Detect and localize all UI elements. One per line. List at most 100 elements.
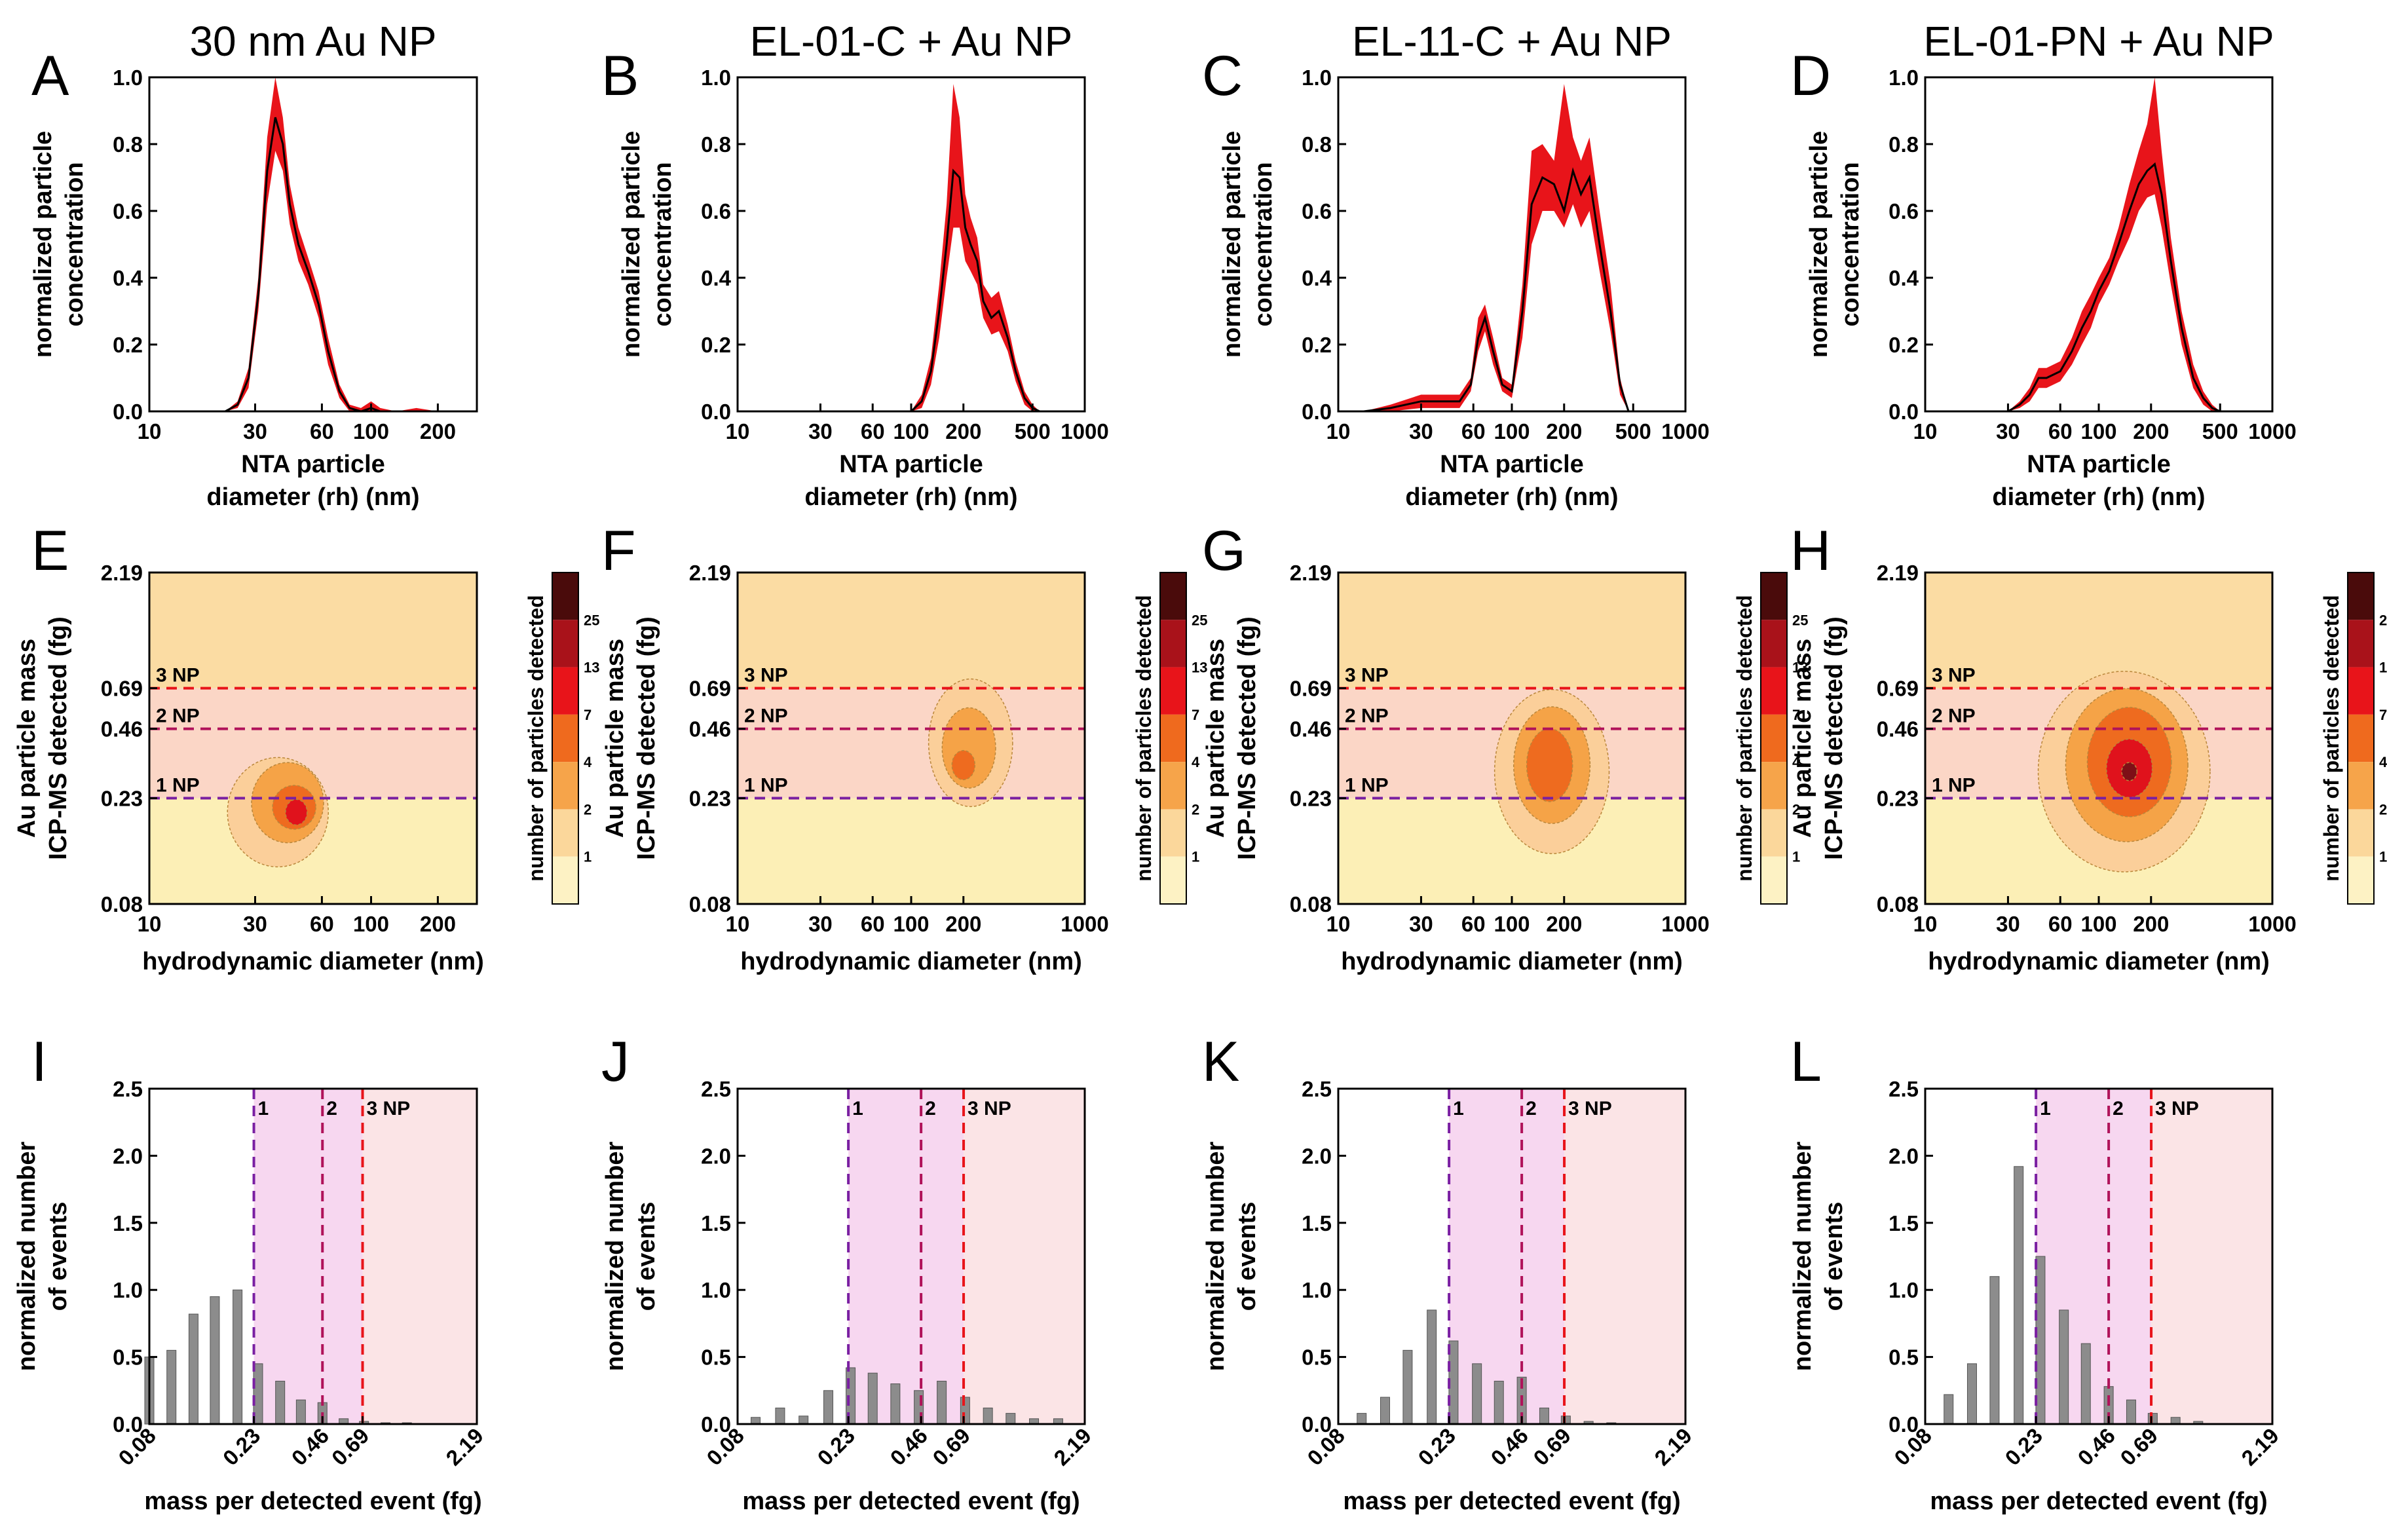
x-tick-label: 100 — [353, 912, 389, 936]
panel-letter: A — [31, 45, 69, 107]
y-tick-label: 0.5 — [1889, 1345, 1919, 1370]
colorbar-segment — [1160, 620, 1186, 667]
colorbar-title: number of particles detected — [1132, 595, 1156, 881]
y-axis-title: normalized particle concentration — [618, 131, 677, 358]
y-tick-label: 0.46 — [101, 717, 143, 742]
mean-line — [910, 168, 1040, 413]
np-label: 3 NP — [156, 665, 200, 686]
contour-level — [2121, 762, 2138, 781]
bar — [166, 1349, 177, 1425]
contour-level — [951, 750, 976, 781]
y-tick-label: 1.0 — [701, 1278, 731, 1302]
x-tick-label-group: 2.19 — [441, 1423, 488, 1471]
x-tick-label: 500 — [2202, 419, 2238, 443]
error-band — [1363, 84, 1629, 411]
y-tick-label: 2.0 — [113, 1144, 143, 1168]
y-tick-label: 0.8 — [701, 132, 731, 157]
panel-K: K1 2 3 NP0.00.51.01.52.02.50.08 0.23 0.460.6… — [1202, 1030, 1697, 1515]
bar — [1494, 1380, 1504, 1425]
colorbar-segment — [1160, 667, 1186, 715]
mean-line — [225, 117, 460, 413]
x-tick-label-group: 0.23 — [2000, 1423, 2047, 1471]
colorbar-tick-label: 13 — [584, 660, 599, 676]
colorbar-segment — [552, 856, 578, 904]
x-tick-label-group: 0.46 — [287, 1423, 334, 1471]
x-tick-label: 30 — [1409, 419, 1433, 443]
np-label: 2 NP — [1932, 705, 1976, 727]
bar — [775, 1407, 785, 1425]
colorbar-segment — [2348, 714, 2374, 762]
np-marker-label: 1 — [1453, 1098, 1464, 1119]
x-tick-label: 1000 — [1661, 419, 1709, 443]
colorbar-segment — [2348, 856, 2374, 904]
x-tick-label: 200 — [420, 419, 456, 443]
panel-letter: I — [31, 1030, 47, 1093]
y-axis-title-line: of events — [45, 1202, 72, 1311]
x-tick-label: 1000 — [1061, 912, 1108, 936]
x-tick-label: 2.19 — [1649, 1423, 1697, 1471]
colorbar-segment — [552, 809, 578, 857]
panel-F: F 1 NP 2 NP 3 NP 0.08 0.23 0.46 0.69 2.19 10 30 60 1… — [601, 519, 1207, 975]
colorbar-tick-label: 25 — [2379, 612, 2387, 628]
bar — [2126, 1399, 2136, 1425]
colorbar-segment — [1761, 809, 1787, 857]
y-tick-label: 0.5 — [113, 1345, 143, 1370]
y-axis-title: Au particle mass ICP-MS detected (fg) — [1202, 616, 1261, 860]
x-tick-label: 30 — [243, 912, 267, 936]
x-tick-label: 0.69 — [928, 1423, 975, 1471]
y-tick-label: 0.6 — [1889, 199, 1919, 223]
plot-frame — [1337, 1087, 1687, 1425]
bar — [890, 1383, 901, 1425]
x-tick-label-group: 0.23 — [812, 1423, 859, 1471]
colorbar-segment — [552, 762, 578, 810]
x-axis-title: hydrodynamic diameter (nm) — [1341, 948, 1683, 975]
panel-E: E 1 NP 2 NP 3 NP 0.08 0.23 0.46 0.69 2.19 10 30 60 1… — [13, 519, 599, 975]
np-marker-label: 3 NP — [968, 1098, 1011, 1119]
y-axis-title-line: normalized particle — [618, 131, 645, 358]
x-tick-label: 200 — [2133, 419, 2169, 443]
colorbar-segment — [2348, 667, 2374, 715]
colorbar-tick-label: 25 — [1792, 612, 1808, 628]
plot-frame — [148, 571, 478, 905]
mean-line — [2007, 162, 2221, 413]
y-tick-label: 0.0 — [113, 1412, 143, 1437]
colorbar-tick-label: 13 — [2379, 660, 2387, 676]
colorbar-segment — [1761, 620, 1787, 667]
x-tick-label: 10 — [726, 419, 750, 443]
region-1-2-np — [254, 1089, 363, 1424]
colorbar-segment — [1761, 573, 1787, 620]
y-tick-label: 0.08 — [1877, 892, 1919, 916]
np-label: 3 NP — [744, 665, 788, 686]
y-axis-title: normalized number of events — [13, 1142, 72, 1372]
y-axis-title-line: ICP-MS detected (fg) — [1820, 616, 1848, 860]
x-tick-label: 10 — [1913, 419, 1938, 443]
colorbar-segment — [552, 620, 578, 667]
colorbar-segment — [2348, 573, 2374, 620]
x-tick-label: 100 — [893, 419, 929, 443]
x-tick-label: 500 — [1615, 419, 1651, 443]
x-axis-title: diameter (rh) (nm) — [804, 483, 1017, 511]
background-high — [738, 573, 1085, 688]
bar — [210, 1296, 220, 1425]
y-tick-label: 2.0 — [1302, 1144, 1332, 1168]
y-tick-label: 0.2 — [113, 333, 143, 357]
x-tick-label: 10 — [1913, 912, 1938, 936]
y-axis-title-line: normalized number — [1789, 1142, 1816, 1372]
np-label: 1 NP — [1345, 775, 1389, 797]
colorbar-segment — [2348, 762, 2374, 810]
x-axis-title: diameter (rh) (nm) — [206, 483, 419, 511]
y-tick-label: 0.46 — [1877, 717, 1919, 742]
panel-D: D 0.0 0.2 0.4 0.6 0.8 1.0 10 30 60 100 200 500 1000 NT… — [1790, 45, 2297, 511]
y-tick-label: 0.0 — [701, 400, 731, 424]
y-tick-label: 1.5 — [701, 1211, 731, 1235]
y-tick-label: 1.0 — [1302, 1278, 1332, 1302]
panel-A: A 0.0 0.2 0.4 0.6 0.8 1.0 10 30 60 100 200 NTA parti… — [29, 45, 478, 511]
np-marker-label: 3 NP — [1568, 1098, 1612, 1119]
y-tick-label: 2.5 — [113, 1077, 143, 1101]
x-tick-label-group: 0.69 — [2115, 1423, 2162, 1471]
x-tick-label-group: 2.19 — [1649, 1423, 1697, 1471]
y-tick-label: 0.4 — [1889, 266, 1919, 290]
background-high — [149, 573, 477, 688]
x-tick-label-group: 0.23 — [1413, 1423, 1460, 1471]
region-1-2-np — [1449, 1089, 1565, 1424]
